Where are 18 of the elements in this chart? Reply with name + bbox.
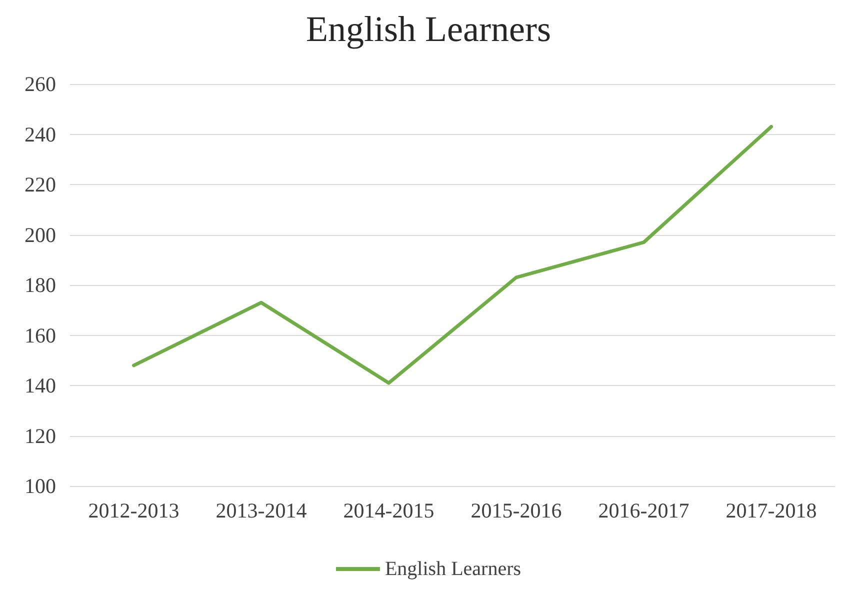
y-tick-label: 200	[24, 222, 56, 247]
x-tick-label: 2013-2014	[216, 498, 308, 522]
y-tick-label: 220	[24, 172, 56, 196]
x-tick-label: 2012-2013	[88, 498, 180, 522]
y-tick-label: 240	[24, 122, 56, 146]
x-tick-label: 2015-2016	[470, 498, 562, 522]
y-tick-label: 180	[24, 273, 56, 297]
y-tick-label: 100	[24, 474, 56, 498]
x-tick-label: 2016-2017	[598, 498, 690, 522]
legend-label: English Learners	[384, 558, 522, 580]
y-tick-label: 120	[24, 424, 56, 448]
y-tick-label: 160	[24, 323, 56, 348]
chart-title: English Learners	[306, 9, 551, 49]
x-tick-label: 2014-2015	[343, 498, 434, 522]
line-series	[132, 124, 773, 385]
y-tick-label: 260	[24, 72, 56, 96]
x-tick-label: 2017-2018	[726, 498, 817, 522]
y-tick-label: 140	[24, 374, 56, 398]
